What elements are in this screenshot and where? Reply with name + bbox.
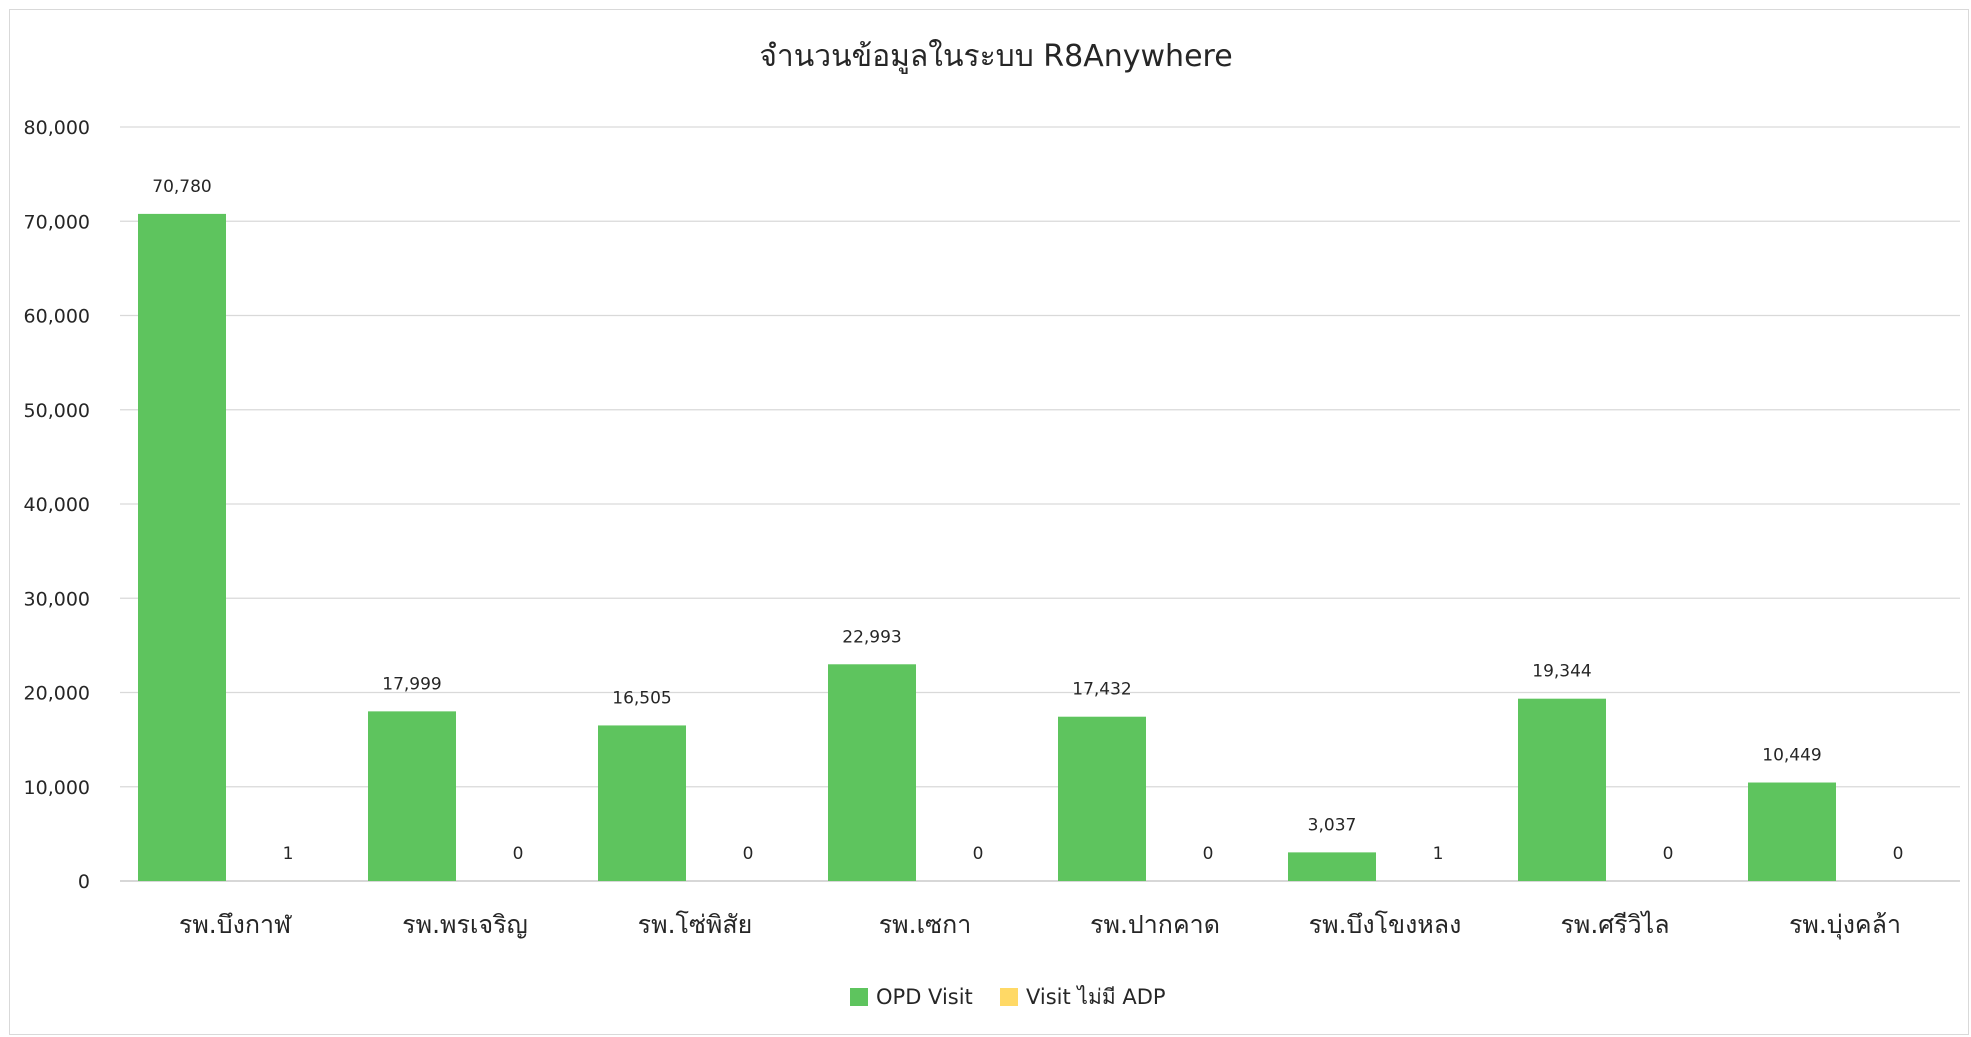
legend: OPD Visit Visit ไม่มี ADP [850,985,1166,1009]
data-label: 22,993 [842,627,901,647]
y-axis-ticks: 0 10,000 20,000 30,000 40,000 50,000 60,000 70,… [24,117,90,893]
x-tick-label: รพ.โซ่พิสัย [638,910,753,939]
x-tick-label: รพ.พรเจริญ [402,910,528,939]
chart-frame [9,9,1969,1035]
data-label: 17,999 [382,674,441,694]
data-label: 17,432 [1072,680,1131,700]
x-tick-label: รพ.ปากคาด [1090,910,1220,939]
x-tick-label: รพ.บึงโขงหลง [1309,910,1462,939]
data-label: 3,037 [1308,815,1357,835]
data-label: 10,449 [1762,746,1821,766]
legend-label: Visit ไม่มี ADP [1026,985,1166,1009]
y-tick-label: 80,000 [24,117,90,139]
y-tick-label: 0 [78,871,90,893]
bar-opd-visit [1288,852,1376,881]
data-label: 0 [1203,844,1214,864]
bar-opd-visit [138,213,226,881]
data-label: 1 [283,844,294,864]
data-label: 0 [973,844,984,864]
bar-opd-visit [1748,782,1836,881]
x-axis-ticks: รพ.บึงกาฬ รพ.พรเจริญ รพ.โซ่พิสัย รพ.เซกา รพ.… [179,910,1901,940]
legend-label: OPD Visit [876,985,973,1009]
y-tick-label: 10,000 [24,777,90,799]
bar-opd-visit [598,725,686,881]
data-label: 0 [1893,844,1904,864]
data-label: 70,780 [152,177,211,197]
data-label: 0 [513,844,524,864]
bars [138,213,1836,881]
data-label: 19,344 [1532,662,1591,682]
y-tick-label: 20,000 [24,683,90,705]
y-tick-label: 50,000 [24,400,90,422]
legend-swatch [1000,988,1018,1006]
data-label: 16,505 [612,688,671,708]
bar-opd-visit [1518,698,1606,881]
data-labels: 70,780 1 17,999 0 16,505 0 22,993 0 17,432 0 3,037… [152,177,1903,864]
x-tick-label: รพ.บึงกาฬ [179,910,292,939]
data-label: 0 [1663,844,1674,864]
legend-swatch [850,988,868,1006]
x-tick-label: รพ.ศรีวิไล [1560,910,1669,939]
x-tick-label: รพ.บุ่งคล้า [1789,910,1901,940]
y-tick-label: 70,000 [24,211,90,233]
data-label: 1 [1433,844,1444,864]
chart-title: จำนวนข้อมูลในระบบ R8Anywhere [759,39,1232,74]
x-tick-label: รพ.เซกา [879,910,972,939]
data-label: 0 [743,844,754,864]
y-tick-label: 40,000 [24,494,90,516]
bar-opd-visit [828,664,916,881]
bar-opd-visit [1058,716,1146,881]
bar-opd-visit [368,711,456,881]
y-tick-label: 30,000 [24,588,90,610]
y-tick-label: 60,000 [24,306,90,328]
